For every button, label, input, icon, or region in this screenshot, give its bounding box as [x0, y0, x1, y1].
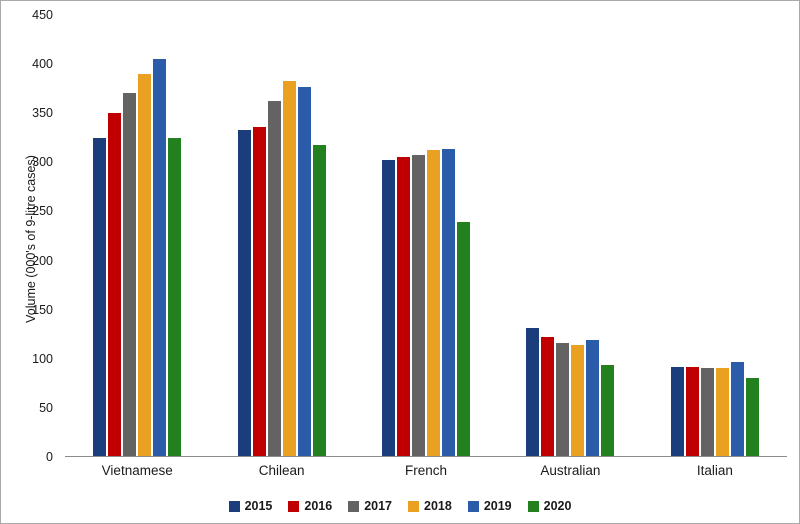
- bar-group-italian: Italian: [643, 15, 787, 478]
- bar-2018-french: [427, 150, 441, 456]
- y-tick-label: 100: [32, 351, 53, 366]
- x-axis-category-label: Italian: [696, 463, 733, 478]
- y-tick-label: 400: [32, 57, 53, 72]
- x-axis-category-label: Australian: [540, 463, 601, 478]
- bar-2015-vietnamese: [93, 137, 107, 456]
- legend-label: 2016: [304, 499, 333, 513]
- legend: 2015 2016 2017 2018 2019 2020: [1, 499, 799, 513]
- y-tick-label: 0: [46, 450, 53, 464]
- bar-2019-australian: [586, 340, 600, 456]
- legend-swatch-icon: [527, 500, 539, 512]
- legend-item-2020: 2020: [527, 499, 572, 513]
- bar-group-vietnamese: Vietnamese: [65, 15, 209, 478]
- legend-swatch-icon: [288, 500, 300, 512]
- legend-item-2018: 2018: [408, 499, 452, 513]
- legend-label: 2017: [364, 499, 392, 513]
- legend-item-2019: 2019: [467, 499, 512, 513]
- y-tick-label: 200: [32, 253, 53, 268]
- bar-2017-chilean: [267, 101, 281, 456]
- bar-2019-french: [442, 149, 456, 456]
- bar-2020-vietnamese: [168, 137, 182, 456]
- bar-2017-french: [412, 155, 426, 456]
- legend-swatch-icon: [467, 500, 479, 512]
- y-tick-label: 300: [32, 155, 53, 170]
- legend-swatch-icon: [348, 500, 360, 512]
- bar-2015-italian: [670, 366, 684, 456]
- y-tick-label: 150: [32, 302, 53, 317]
- legend-swatch-icon: [228, 500, 240, 512]
- x-axis-category-label: Chilean: [258, 463, 305, 478]
- legend-label: 2015: [244, 499, 273, 513]
- bar-2016-french: [397, 157, 411, 456]
- bar-2017-vietnamese: [123, 93, 137, 456]
- bar-2019-vietnamese: [153, 59, 167, 456]
- bar-2016-italian: [685, 366, 699, 456]
- bar-group-french: French: [354, 15, 498, 478]
- bar-2018-australian: [571, 345, 585, 456]
- bar-2019-italian: [730, 361, 744, 456]
- bar-groups: Vietnamese Chilean French Australian Italian: [65, 15, 787, 478]
- bar-2015-chilean: [237, 129, 251, 456]
- y-tick-label: 350: [32, 106, 53, 121]
- bar-2015-australian: [526, 327, 540, 456]
- bar-2017-italian: [700, 367, 714, 456]
- legend-swatch-icon: [408, 500, 419, 512]
- legend-item-2015: 2015: [228, 499, 273, 513]
- legend-label: 2020: [543, 499, 572, 513]
- x-axis-category-label: French: [405, 463, 448, 478]
- y-tick-label: 450: [32, 8, 53, 22]
- legend-item-2016: 2016: [288, 499, 332, 513]
- bar-2018-italian: [715, 367, 729, 456]
- bar-2018-vietnamese: [138, 73, 152, 456]
- bar-2020-chilean: [312, 145, 326, 456]
- bar-2020-italian: [745, 377, 759, 456]
- bar-group-chilean: Chilean: [209, 15, 353, 478]
- y-tick-label: 250: [32, 204, 53, 219]
- y-tick-label: 50: [39, 400, 53, 415]
- bar-2020-french: [457, 221, 471, 456]
- bar-2016-vietnamese: [108, 113, 122, 456]
- bar-2018-chilean: [282, 80, 296, 456]
- bar-2015-french: [382, 160, 396, 456]
- bar-2019-chilean: [297, 86, 311, 456]
- bar-2017-australian: [556, 343, 570, 456]
- bar-group-australian: Australian: [498, 15, 642, 478]
- bar-2020-australian: [601, 364, 615, 456]
- x-axis-category-label: Vietnamese: [101, 463, 173, 478]
- y-axis: 0 50 100 150 200 250 300 350 400 450: [1, 8, 59, 464]
- legend-label: 2018: [424, 499, 452, 513]
- legend-item-2017: 2017: [348, 499, 392, 513]
- bar-2016-australian: [541, 337, 555, 456]
- legend-label: 2019: [483, 499, 512, 513]
- plot-area: Vietnamese Chilean French Australian Italian: [65, 15, 787, 478]
- bar-2016-chilean: [252, 126, 266, 456]
